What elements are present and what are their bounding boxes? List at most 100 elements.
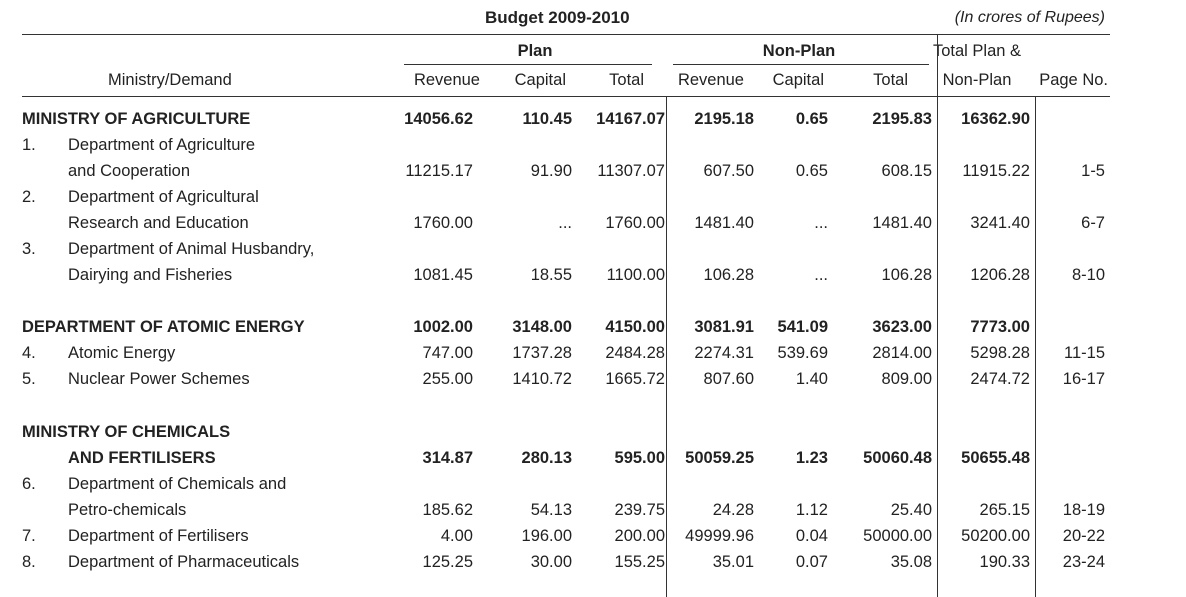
nonplan-total-value: 50000.00 bbox=[863, 527, 932, 545]
total-header-line1: Total Plan & bbox=[932, 42, 1022, 60]
nonplan-revenue-value: 1481.40 bbox=[694, 214, 754, 232]
row-number: 5. bbox=[22, 370, 36, 388]
nonplan-revenue-value: 607.50 bbox=[703, 162, 754, 180]
row-number: 4. bbox=[22, 344, 36, 362]
nonplan-revenue-value: 3081.91 bbox=[694, 318, 754, 336]
plan-capital-value: 280.13 bbox=[521, 449, 572, 467]
department-name: Atomic Energy bbox=[68, 344, 176, 362]
page-number: 23-24 bbox=[1062, 553, 1105, 571]
department-name: and Cooperation bbox=[68, 162, 191, 180]
nonplan-total-value: 2195.83 bbox=[872, 110, 932, 128]
plan-total-header: Total bbox=[609, 71, 644, 89]
plan-capital-value: 196.00 bbox=[521, 527, 572, 545]
total-plan-nonplan-value: 265.15 bbox=[979, 501, 1030, 519]
ministry-name: MINISTRY OF AGRICULTURE bbox=[22, 110, 251, 128]
nonplan-revenue-value: 106.28 bbox=[703, 266, 754, 284]
plan-total-value: 239.75 bbox=[614, 501, 665, 519]
nonplan-capital-value: 1.23 bbox=[795, 449, 828, 467]
plan-revenue-value: 125.25 bbox=[422, 553, 473, 571]
page-title: Budget 2009-2010 bbox=[485, 8, 630, 27]
page-number: 16-17 bbox=[1062, 370, 1105, 388]
plan-capital-value: 3148.00 bbox=[512, 318, 572, 336]
nonplan-total-value: 3623.00 bbox=[872, 318, 932, 336]
plan-group-header: Plan bbox=[517, 42, 553, 60]
department-name: Department of Pharmaceuticals bbox=[68, 553, 300, 571]
department-name: Department of Chemicals and bbox=[68, 475, 287, 493]
nonplan-capital-value: 1.40 bbox=[795, 370, 828, 388]
plan-capital-value: ... bbox=[558, 214, 572, 232]
row-number: 2. bbox=[22, 188, 36, 206]
page-number: 11-15 bbox=[1064, 344, 1105, 362]
plan-total-value: 4150.00 bbox=[605, 318, 665, 336]
nonplan-total-value: 35.08 bbox=[890, 553, 932, 571]
plan-revenue-header: Revenue bbox=[413, 71, 480, 89]
total-plan-nonplan-value: 7773.00 bbox=[970, 318, 1030, 336]
page-number: 1-5 bbox=[1081, 162, 1105, 180]
nonplan-total-value: 50060.48 bbox=[863, 449, 932, 467]
total-page-separator bbox=[1035, 97, 1036, 597]
nonplan-revenue-value: 2274.31 bbox=[694, 344, 754, 362]
nonplan-total-value: 2814.00 bbox=[872, 344, 932, 362]
plan-revenue-value: 747.00 bbox=[422, 344, 473, 362]
row-number: 8. bbox=[22, 553, 36, 571]
nonplan-revenue-value: 35.01 bbox=[712, 553, 754, 571]
department-name: Department of Animal Husbandry, bbox=[68, 240, 315, 258]
row-number: 1. bbox=[22, 136, 36, 154]
total-plan-nonplan-value: 1206.28 bbox=[970, 266, 1030, 284]
plan-capital-value: 1410.72 bbox=[512, 370, 572, 388]
nonplan-capital-value: 0.07 bbox=[795, 553, 828, 571]
nonplan-total-value: 809.00 bbox=[881, 370, 932, 388]
nonplan-revenue-value: 807.60 bbox=[703, 370, 754, 388]
plan-capital-value: 110.45 bbox=[522, 110, 572, 128]
nonplan-revenue-value: 2195.18 bbox=[694, 110, 754, 128]
nonplan-capital-header: Capital bbox=[772, 71, 824, 89]
department-name: Dairying and Fisheries bbox=[68, 266, 233, 284]
plan-total-value: 2484.28 bbox=[605, 344, 665, 362]
department-name: Research and Education bbox=[68, 214, 249, 232]
total-plan-nonplan-value: 50655.48 bbox=[961, 449, 1030, 467]
plan-total-value: 1665.72 bbox=[605, 370, 665, 388]
nonplan-group-rule bbox=[673, 64, 929, 65]
row-number: 3. bbox=[22, 240, 36, 258]
nonplan-total-header: Total bbox=[873, 71, 908, 89]
plan-total-value: 1760.00 bbox=[605, 214, 665, 232]
ministry-name: AND FERTILISERS bbox=[68, 449, 216, 467]
page-number: 8-10 bbox=[1071, 266, 1105, 284]
plan-total-value: 155.25 bbox=[614, 553, 665, 571]
nonplan-capital-value: ... bbox=[814, 266, 828, 284]
plan-capital-value: 91.90 bbox=[530, 162, 572, 180]
department-name: Petro-chemicals bbox=[68, 501, 187, 519]
page-number: 6-7 bbox=[1081, 214, 1105, 232]
department-name: Department of Agriculture bbox=[68, 136, 256, 154]
total-plan-nonplan-value: 16362.90 bbox=[961, 110, 1030, 128]
plan-revenue-value: 4.00 bbox=[440, 527, 473, 545]
total-header-line2: Non-Plan bbox=[942, 71, 1012, 89]
page-number: 20-22 bbox=[1062, 527, 1105, 545]
plan-capital-value: 54.13 bbox=[530, 501, 572, 519]
row-number: 6. bbox=[22, 475, 36, 493]
nonplan-revenue-value: 24.28 bbox=[712, 501, 754, 519]
nonplan-revenue-value: 49999.96 bbox=[685, 527, 754, 545]
total-plan-nonplan-value: 11915.22 bbox=[962, 162, 1030, 180]
nonplan-total-value: 106.28 bbox=[881, 266, 932, 284]
page-number: 18-19 bbox=[1062, 501, 1105, 519]
nonplan-revenue-value: 50059.25 bbox=[685, 449, 754, 467]
page-number-header: Page No. bbox=[1039, 71, 1108, 89]
nonplan-capital-value: 0.65 bbox=[795, 162, 828, 180]
header-bottom-rule bbox=[22, 96, 1110, 97]
units-note: (In crores of Rupees) bbox=[954, 9, 1105, 26]
plan-revenue-value: 1760.00 bbox=[413, 214, 473, 232]
ministry-name: DEPARTMENT OF ATOMIC ENERGY bbox=[22, 318, 305, 336]
ministry-column-header: Ministry/Demand bbox=[108, 71, 232, 89]
nonplan-capital-value: ... bbox=[814, 214, 828, 232]
nonplan-capital-value: 0.04 bbox=[795, 527, 828, 545]
total-plan-nonplan-value: 50200.00 bbox=[961, 527, 1030, 545]
total-plan-nonplan-value: 190.33 bbox=[979, 553, 1030, 571]
header-top-rule bbox=[22, 34, 1110, 35]
nonplan-capital-value: 541.09 bbox=[777, 318, 828, 336]
total-plan-nonplan-value: 3241.40 bbox=[970, 214, 1030, 232]
nonplan-total-value: 1481.40 bbox=[872, 214, 932, 232]
plan-revenue-value: 255.00 bbox=[422, 370, 473, 388]
plan-capital-value: 18.55 bbox=[530, 266, 572, 284]
ministry-name: MINISTRY OF CHEMICALS bbox=[22, 423, 231, 441]
